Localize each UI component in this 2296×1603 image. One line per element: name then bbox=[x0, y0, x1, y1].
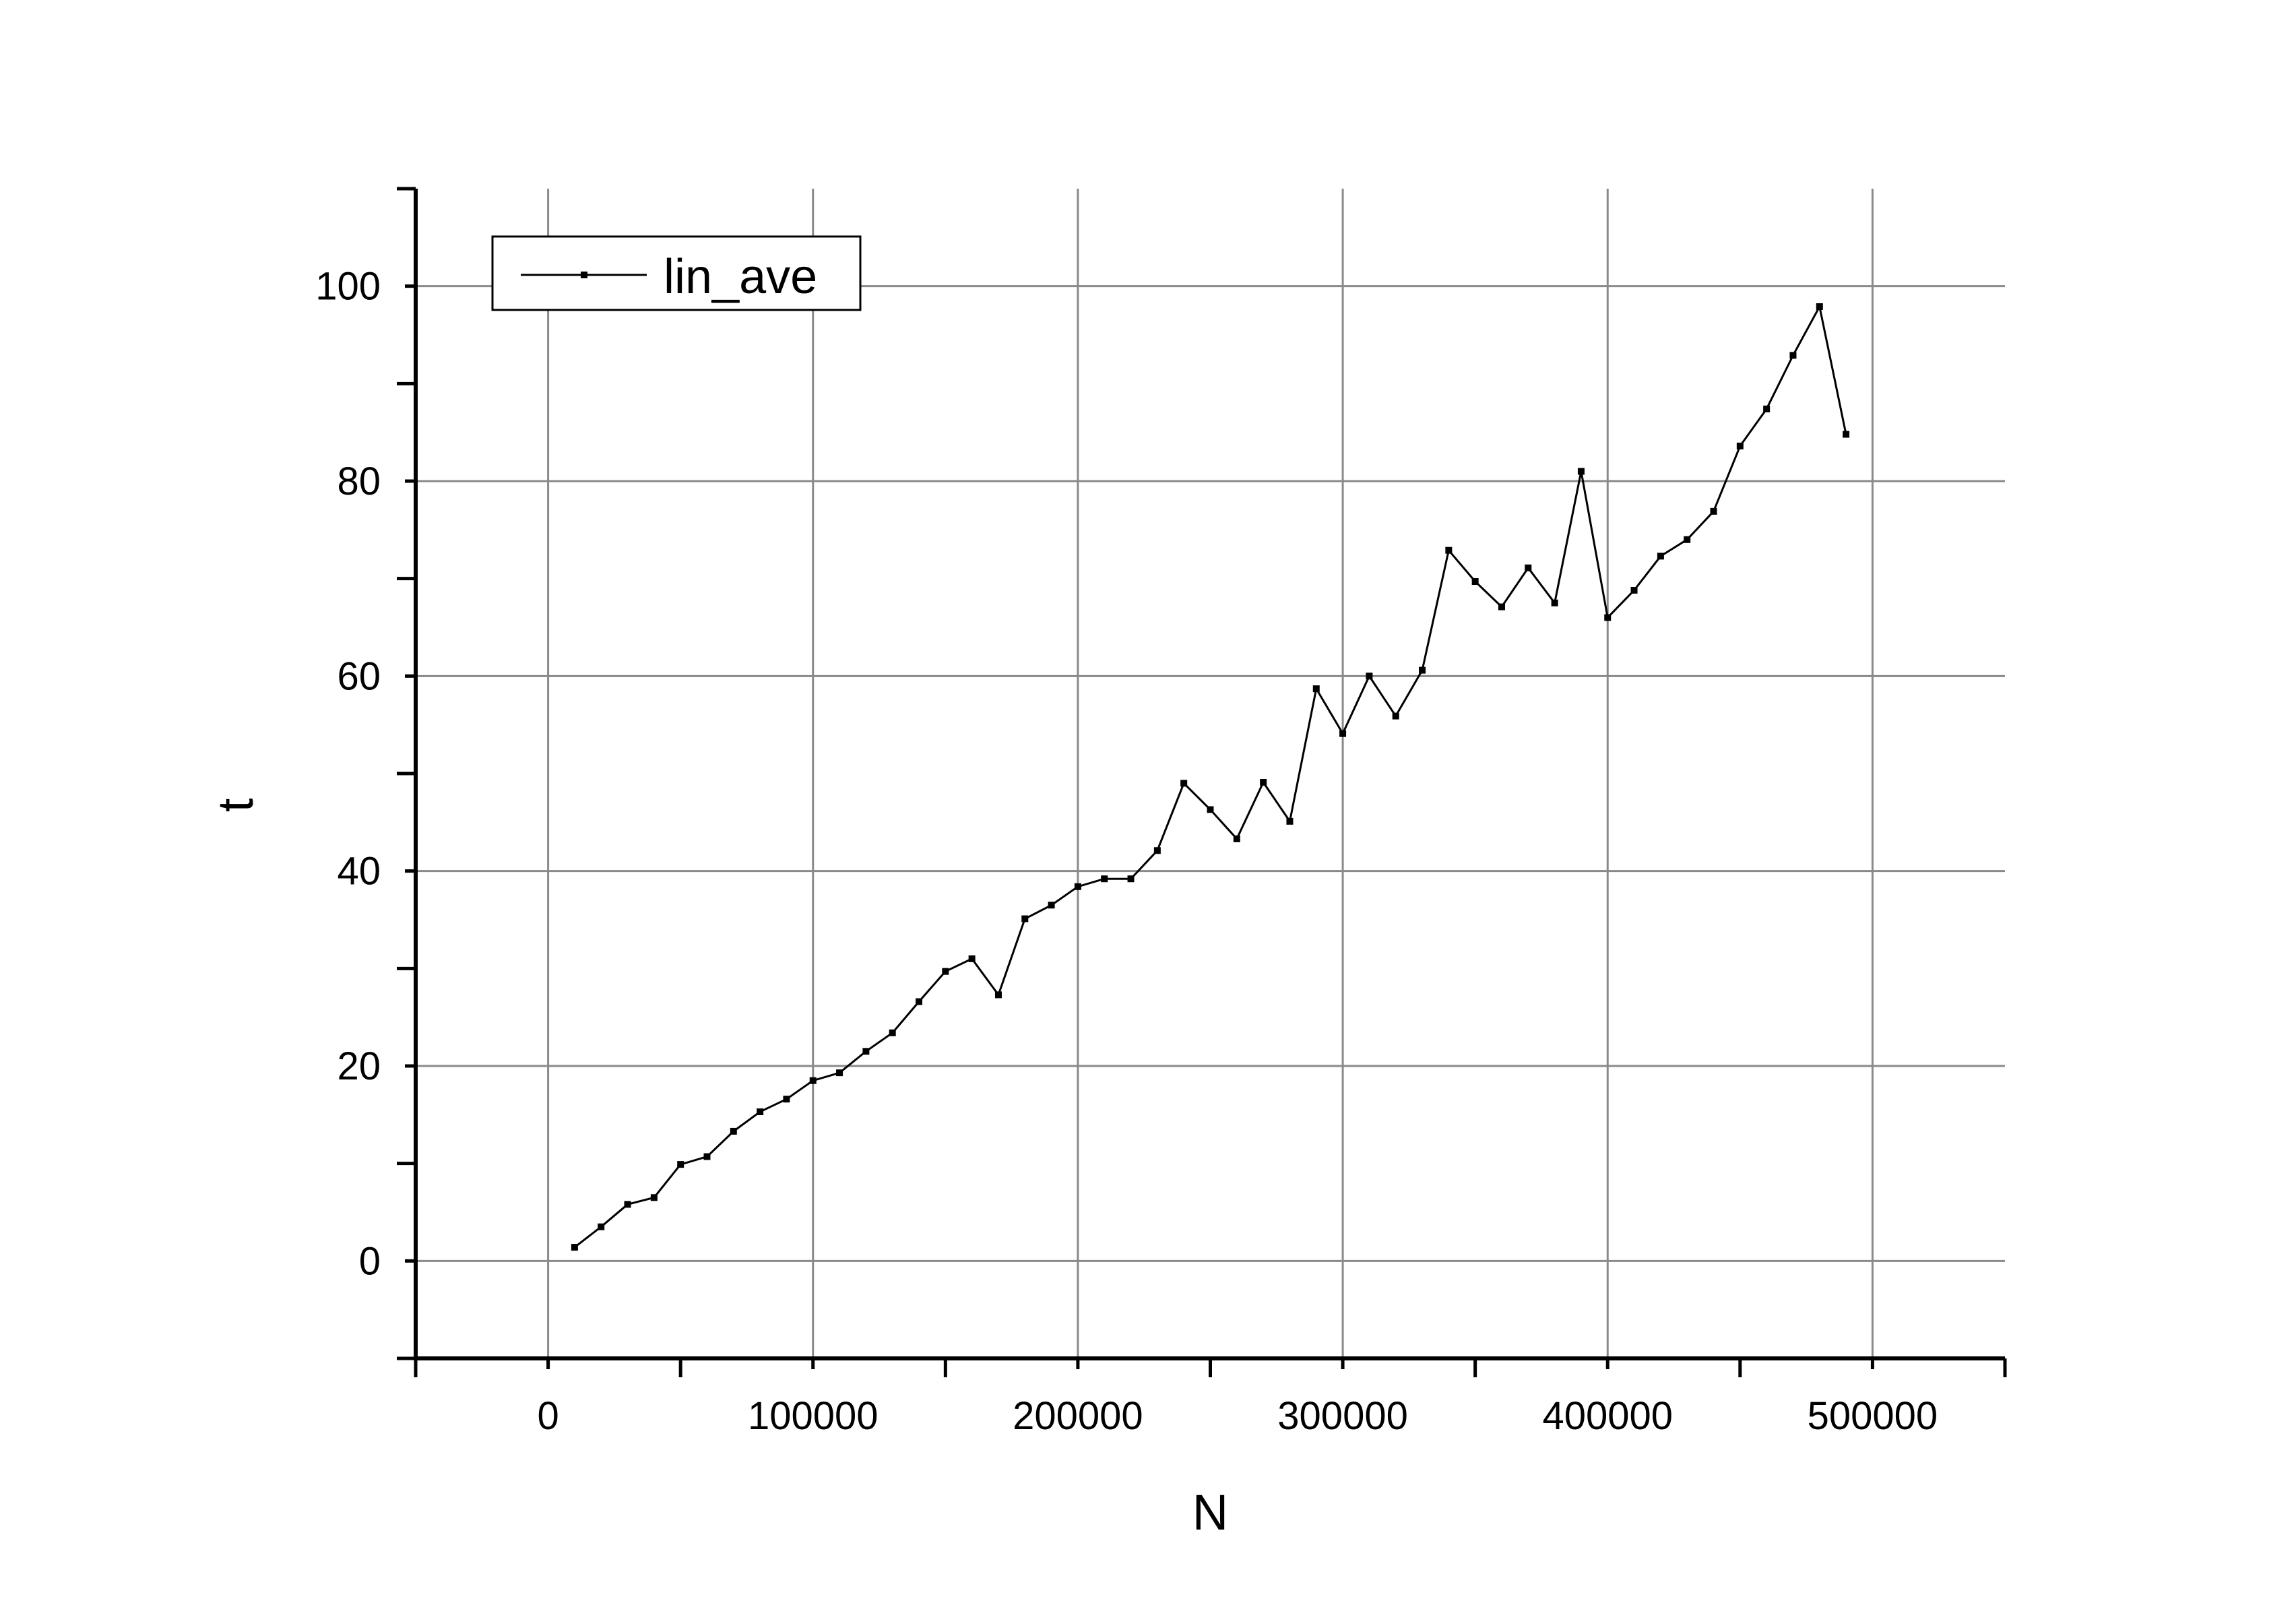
axes bbox=[414, 189, 2005, 1360]
data-point bbox=[1816, 303, 1823, 311]
data-point bbox=[650, 1194, 658, 1201]
data-point bbox=[1445, 546, 1453, 554]
data-point bbox=[1604, 614, 1612, 621]
series-line bbox=[573, 303, 1847, 1249]
y-axis-title: t bbox=[208, 798, 263, 812]
data-point bbox=[1525, 564, 1532, 571]
data-point bbox=[1789, 352, 1797, 359]
data-point bbox=[942, 968, 949, 975]
data-point bbox=[783, 1096, 790, 1103]
data-point bbox=[571, 1244, 578, 1251]
data-point bbox=[1339, 730, 1347, 737]
data-point bbox=[1577, 468, 1585, 475]
y-tick-label: 80 bbox=[337, 460, 381, 503]
x-axis-ticks: 0 100000 200000 300000 400000 500000 bbox=[414, 1358, 2007, 1438]
y-tick-label: 100 bbox=[315, 265, 381, 309]
x-axis-title: N bbox=[1192, 1484, 1228, 1540]
data-point bbox=[1498, 603, 1505, 610]
data-point bbox=[757, 1108, 764, 1115]
data-point bbox=[1207, 806, 1214, 813]
data-point bbox=[1260, 779, 1267, 786]
data-point bbox=[730, 1127, 737, 1135]
data-point bbox=[1312, 685, 1320, 693]
data-point bbox=[994, 991, 1002, 999]
major-gridlines bbox=[416, 189, 2005, 1358]
y-tick-label: 40 bbox=[337, 850, 381, 893]
data-point bbox=[1127, 875, 1135, 883]
data-point bbox=[1419, 666, 1426, 674]
x-tick-label: 400000 bbox=[1542, 1394, 1673, 1438]
data-point bbox=[677, 1161, 684, 1168]
data-point bbox=[1736, 442, 1744, 449]
legend-marker bbox=[581, 272, 587, 278]
data-point bbox=[703, 1153, 711, 1160]
y-tick-label: 0 bbox=[359, 1239, 381, 1283]
data-point bbox=[1153, 847, 1161, 854]
x-tick-label: 100000 bbox=[748, 1394, 879, 1438]
data-point bbox=[916, 998, 923, 1005]
data-point bbox=[1843, 431, 1850, 438]
data-point bbox=[836, 1069, 843, 1077]
x-tick-label: 200000 bbox=[1013, 1394, 1143, 1438]
legend: lin_ave bbox=[491, 235, 862, 311]
y-tick-label: 20 bbox=[337, 1044, 381, 1088]
data-point bbox=[889, 1029, 896, 1036]
data-point bbox=[1392, 712, 1399, 720]
data-point bbox=[1048, 902, 1055, 909]
data-point bbox=[1684, 536, 1691, 543]
data-point bbox=[1021, 915, 1029, 922]
x-tick-label: 0 bbox=[537, 1394, 559, 1438]
data-point bbox=[1763, 405, 1771, 412]
data-point bbox=[1233, 835, 1240, 842]
data-point bbox=[1366, 672, 1373, 680]
data-point bbox=[1180, 780, 1188, 787]
data-point bbox=[809, 1077, 817, 1084]
data-point bbox=[1710, 507, 1717, 515]
x-tick-label: 500000 bbox=[1808, 1394, 1938, 1438]
data-point bbox=[1551, 599, 1558, 606]
data-point bbox=[862, 1048, 870, 1055]
data-point bbox=[1286, 817, 1294, 825]
minor-gridlines bbox=[416, 189, 2005, 1358]
data-point bbox=[1657, 553, 1664, 560]
data-point bbox=[1101, 875, 1108, 883]
x-tick-label: 300000 bbox=[1277, 1394, 1408, 1438]
legend-box bbox=[491, 235, 862, 311]
legend-label: lin_ave bbox=[664, 250, 817, 304]
series-layer bbox=[571, 303, 1850, 1251]
y-tick-label: 60 bbox=[337, 654, 381, 698]
data-point bbox=[1074, 883, 1081, 890]
data-point bbox=[624, 1201, 631, 1208]
y-axis-ticks: 0 20 40 60 80 100 bbox=[315, 187, 416, 1360]
data-point bbox=[1471, 578, 1479, 586]
data-point bbox=[1630, 587, 1638, 594]
data-point bbox=[968, 955, 976, 962]
data-point bbox=[598, 1223, 605, 1230]
